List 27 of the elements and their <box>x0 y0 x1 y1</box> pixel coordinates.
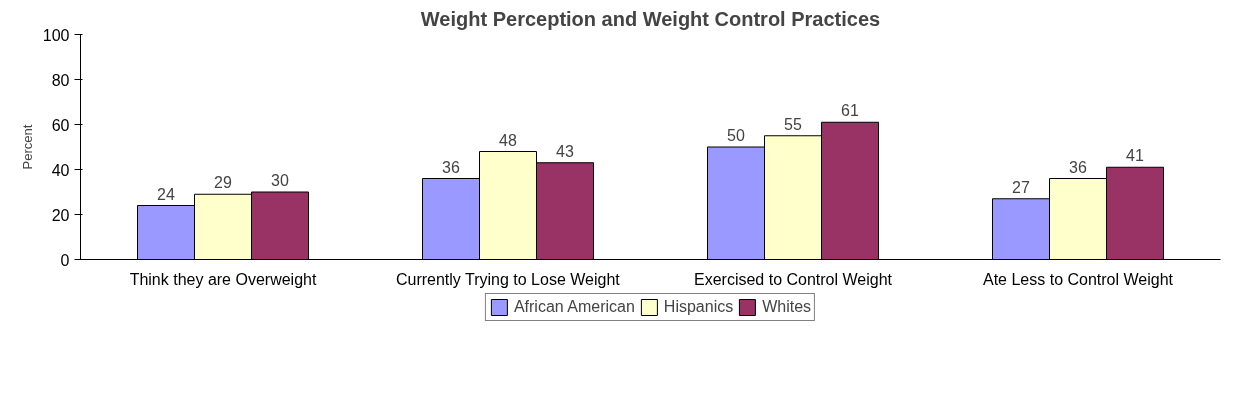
x-tick-label: Exercised to Control Weight <box>693 270 893 288</box>
data-label: 48 <box>499 131 517 149</box>
y-tick-label: 0 <box>60 251 70 269</box>
data-label: 41 <box>1126 147 1144 165</box>
data-label: 55 <box>784 115 802 133</box>
data-label: 27 <box>1012 178 1030 196</box>
x-tick-label: Ate Less to Control Weight <box>982 270 1174 288</box>
y-tick-label: 20 <box>51 206 70 224</box>
y-tick-label: 80 <box>51 71 70 89</box>
x-tick-label: Think they are Overweight <box>129 270 317 288</box>
data-label: 36 <box>1069 158 1087 176</box>
data-label: 36 <box>442 158 460 176</box>
x-tick-label: Currently Trying to Lose Weight <box>395 270 621 288</box>
legend-label: African American <box>513 298 635 316</box>
data-label: 61 <box>841 102 859 120</box>
data-label: 30 <box>271 172 289 189</box>
y-tick-label: 100 <box>42 26 70 44</box>
y-axis-title: Percent <box>19 124 35 170</box>
legend-label: Hispanics <box>663 298 734 316</box>
chart-title: Weight Perception and Weight Control Practices <box>420 7 881 30</box>
legend-label: Whites <box>762 298 812 316</box>
data-label: 50 <box>727 127 745 144</box>
y-tick-label: 40 <box>51 161 70 179</box>
data-label: 24 <box>157 185 175 203</box>
y-tick-label: 60 <box>51 116 70 134</box>
data-label: 43 <box>556 142 574 160</box>
data-label: 29 <box>214 174 232 192</box>
